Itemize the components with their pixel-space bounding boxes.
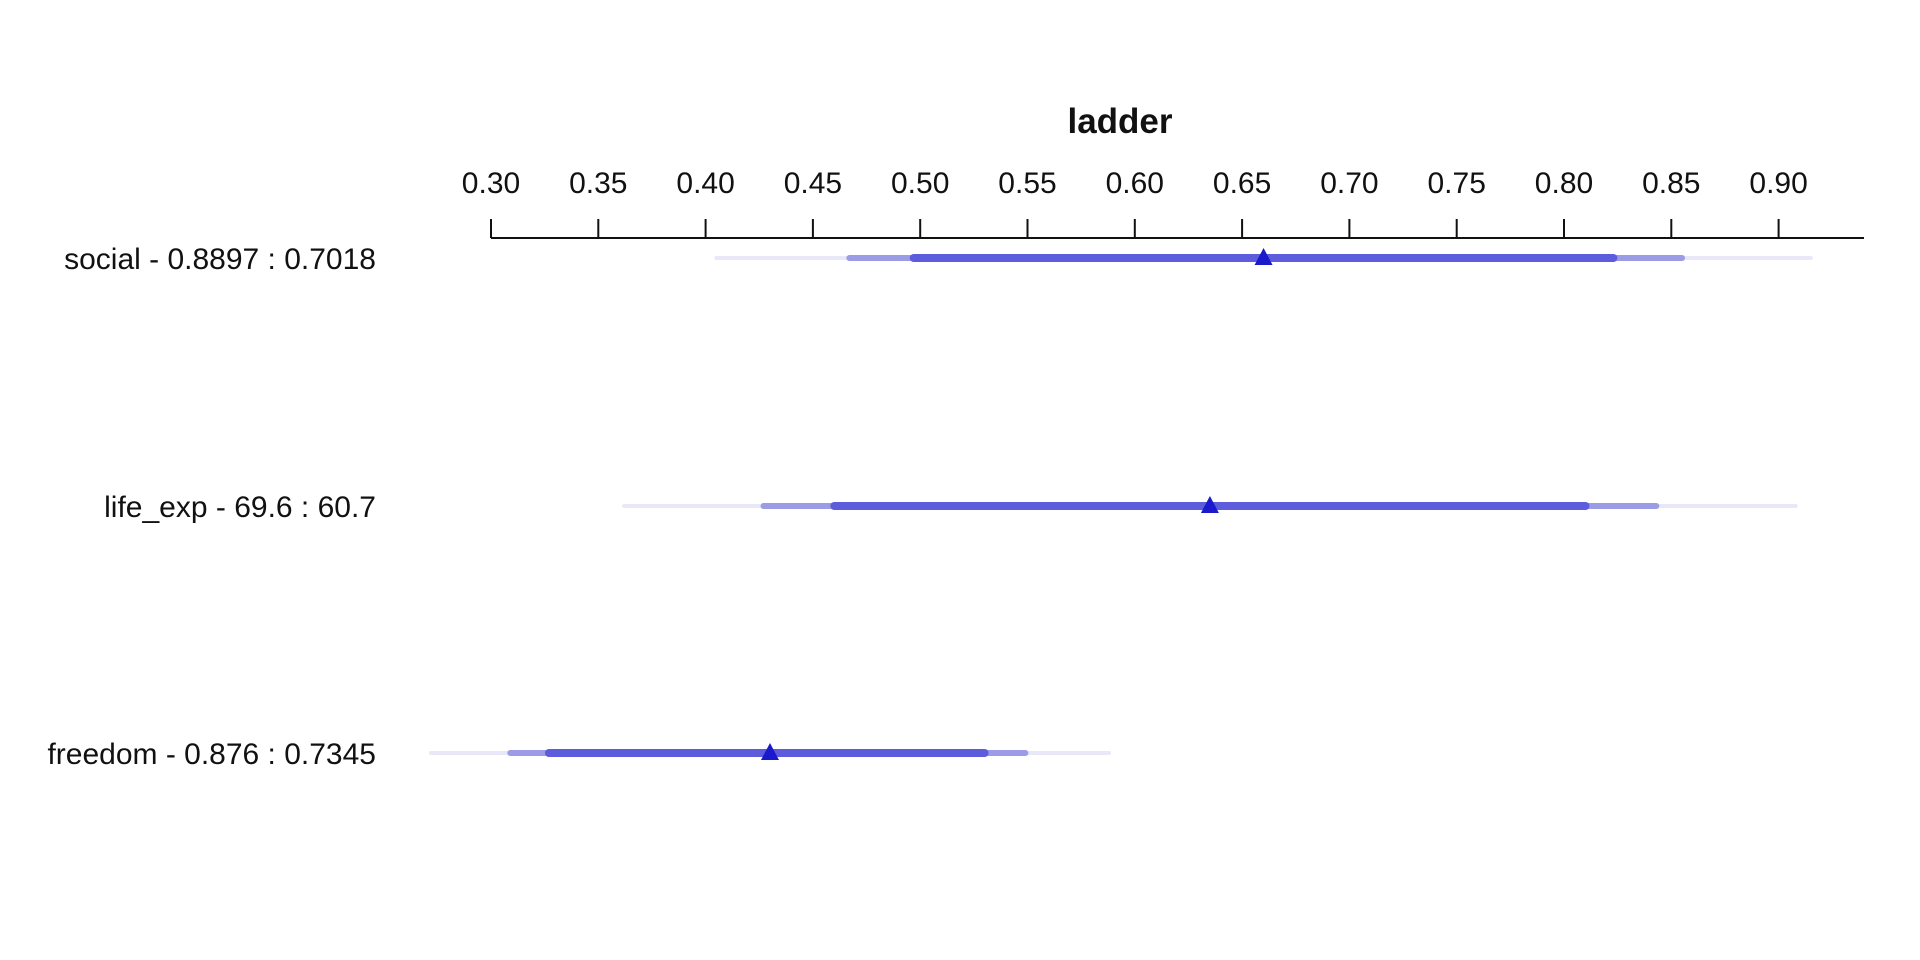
row-label: freedom - 0.876 : 0.7345	[47, 738, 376, 771]
interval-row: freedom - 0.876 : 0.7345	[47, 738, 1112, 771]
x-tick-label: 0.60	[1106, 167, 1164, 200]
interval-row: life_exp - 69.6 : 60.7	[104, 491, 1798, 524]
x-tick-label: 0.30	[462, 167, 520, 200]
x-tick-label: 0.55	[998, 167, 1056, 200]
row-label: social - 0.8897 : 0.7018	[64, 243, 376, 276]
row-label: life_exp - 69.6 : 60.7	[104, 491, 376, 524]
x-tick-label: 0.35	[569, 167, 627, 200]
interval-rows: social - 0.8897 : 0.7018 life_exp - 69.6 …	[47, 243, 1813, 771]
x-tick-label: 0.65	[1213, 167, 1271, 200]
x-tick-label: 0.80	[1535, 167, 1593, 200]
x-tick-label: 0.45	[784, 167, 842, 200]
interval-row: social - 0.8897 : 0.7018	[64, 243, 1813, 276]
point-estimate-marker	[760, 743, 779, 760]
x-tick-label: 0.70	[1320, 167, 1378, 200]
x-tick-label: 0.40	[676, 167, 734, 200]
point-estimate-marker	[1254, 248, 1273, 265]
x-axis: 0.30 0.35 0.40 0.45 0.50 0.55 0.60 0.65 0.70 0.75…	[462, 167, 1864, 239]
x-tick-label: 0.85	[1642, 167, 1700, 200]
point-estimate-marker	[1200, 496, 1219, 513]
chart-title: ladder	[1067, 102, 1172, 141]
x-tick-label: 0.50	[891, 167, 949, 200]
x-tick-label: 0.90	[1749, 167, 1807, 200]
x-tick-label: 0.75	[1428, 167, 1486, 200]
